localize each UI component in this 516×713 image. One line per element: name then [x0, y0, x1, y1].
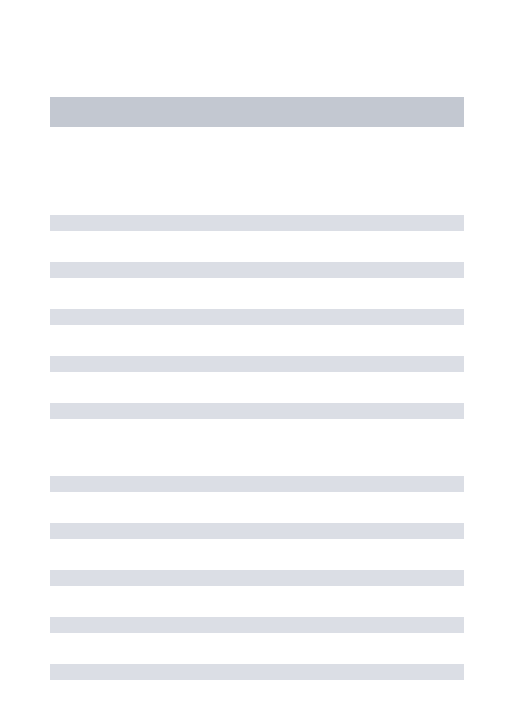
skeleton-line-2-3 — [50, 570, 464, 586]
skeleton-line-2-2 — [50, 523, 464, 539]
skeleton-line-1-5 — [50, 403, 464, 419]
skeleton-line-1-1 — [50, 215, 464, 231]
skeleton-line-2-5 — [50, 664, 464, 680]
skeleton-line-2-1 — [50, 476, 464, 492]
skeleton-line-1-4 — [50, 356, 464, 372]
skeleton-line-1-3 — [50, 309, 464, 325]
skeleton-line-2-4 — [50, 617, 464, 633]
skeleton-header-bar — [50, 97, 464, 127]
skeleton-line-1-2 — [50, 262, 464, 278]
